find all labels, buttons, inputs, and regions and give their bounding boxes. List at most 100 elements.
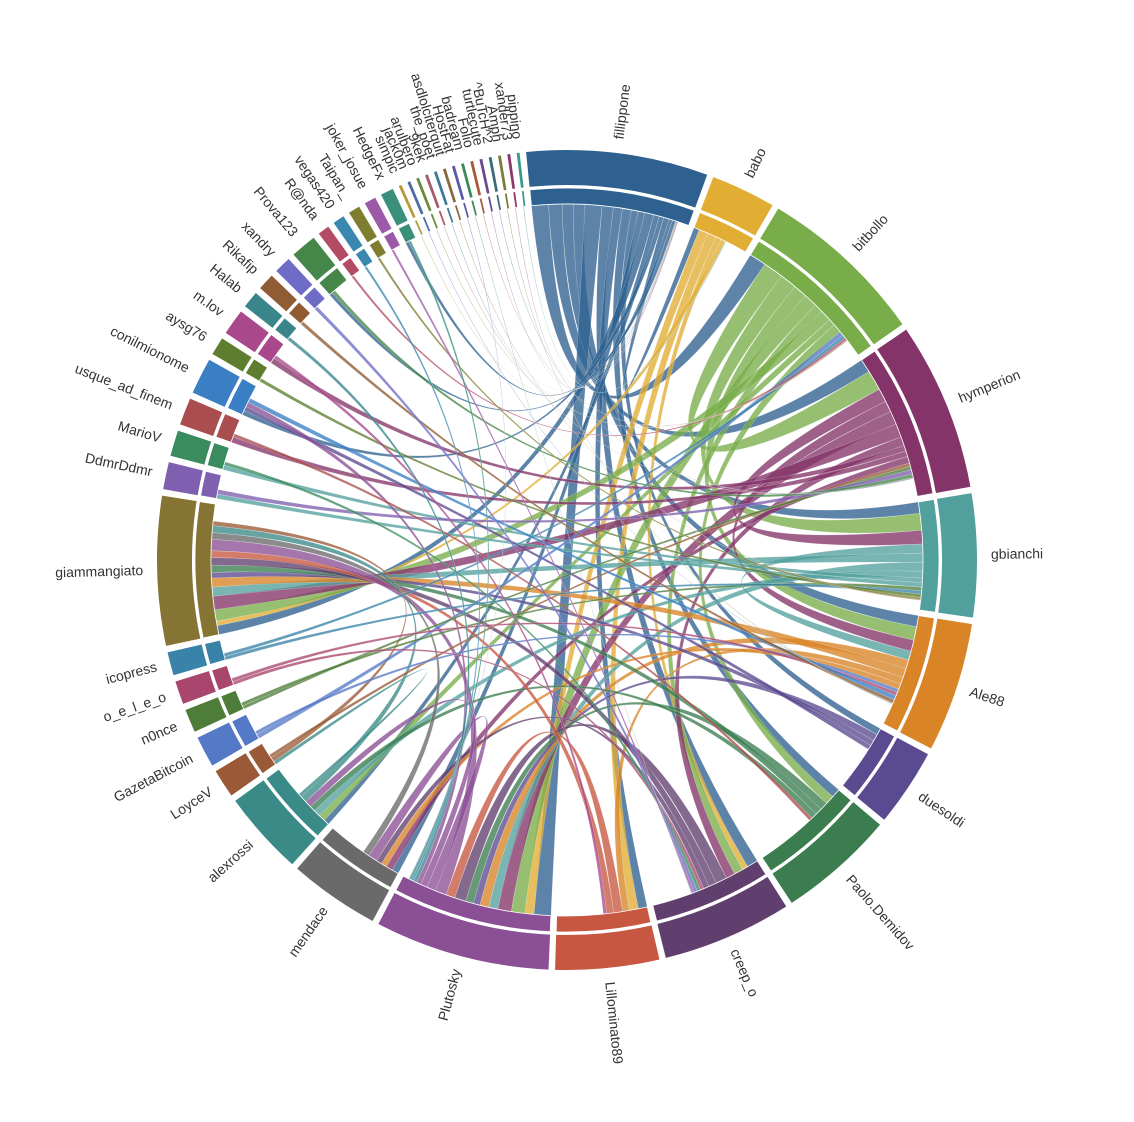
- group-arc-folio[interactable]: [470, 160, 482, 196]
- group-arc-xandry[interactable]: [276, 259, 313, 296]
- group-inner-band-aysg76: [244, 358, 269, 382]
- group-inner-band-jack0m: [421, 215, 432, 233]
- group-inner-band-asdlolciterquit: [453, 204, 463, 222]
- group-arc-babo[interactable]: [700, 177, 773, 236]
- group-inner-band-hedgefx: [397, 222, 417, 244]
- group-arc-duesoldi[interactable]: [857, 737, 929, 820]
- group-inner-band-gazetabitcoin: [231, 713, 260, 748]
- group-arc-jack0m[interactable]: [407, 181, 424, 215]
- arcs-layer: [156, 150, 977, 970]
- group-arc-paolo-demidov[interactable]: [772, 802, 881, 903]
- group-inner-band-the-poet: [445, 206, 455, 224]
- group-arc-arulbero[interactable]: [416, 177, 432, 212]
- group-label-paolo-demidov: Paolo.Demidov: [843, 871, 918, 953]
- group-arc-butch-2[interactable]: [488, 157, 498, 192]
- group-label-gazetabitcoin: GazetaBitcoin: [111, 750, 196, 805]
- group-arc-taipan[interactable]: [349, 206, 377, 243]
- group-label-giammangiato: giammangiato: [55, 562, 144, 580]
- group-inner-band-o-e-l-e-o: [211, 664, 235, 692]
- group-arc-9kek[interactable]: [425, 174, 440, 209]
- group-inner-band-creep-o: [652, 860, 767, 922]
- group-arc-icopress[interactable]: [167, 644, 208, 676]
- group-arc-simpic[interactable]: [398, 184, 416, 219]
- group-label-babo: babo: [741, 145, 769, 180]
- group-arc-usque-ad-finem[interactable]: [180, 398, 223, 436]
- group-arc-turtlecute[interactable]: [479, 158, 490, 194]
- group-inner-band-folio: [478, 197, 486, 215]
- group-inner-band-badream: [470, 199, 478, 217]
- group-arc-joker-josue[interactable]: [364, 197, 392, 234]
- group-arc-ale88[interactable]: [900, 618, 972, 749]
- group-arc-creep-o[interactable]: [657, 876, 787, 958]
- group-arc-halab[interactable]: [244, 293, 283, 328]
- group-inner-band-joker-josue: [383, 230, 401, 251]
- group-arc-badream[interactable]: [461, 163, 473, 198]
- group-inner-band-gbianchi: [917, 498, 940, 613]
- group-label-icopress: icopress: [104, 658, 158, 687]
- group-inner-band-r-nda: [341, 256, 361, 278]
- group-inner-band-xandry: [302, 286, 326, 310]
- group-inner-band-bitbollo: [749, 240, 872, 356]
- group-inner-band-butch-2: [495, 193, 502, 212]
- group-arc-conilmionome[interactable]: [192, 359, 240, 407]
- group-label-alexrossi: alexrossi: [204, 836, 256, 885]
- group-label-n0nce: n0nce: [138, 718, 180, 748]
- group-label-aysg76: aysg76: [163, 307, 210, 344]
- group-label-mendace: mendace: [285, 903, 331, 960]
- group-arc-fillippone[interactable]: [526, 150, 708, 208]
- group-arc-the-poet[interactable]: [433, 171, 448, 206]
- group-arc-alexrossi[interactable]: [235, 780, 316, 865]
- group-arc-xander73[interactable]: [507, 153, 516, 189]
- group-arc-rikafip[interactable]: [260, 275, 297, 312]
- group-inner-band-xander73: [512, 191, 519, 209]
- group-arc-m-lov[interactable]: [225, 311, 269, 353]
- group-label-loycev: LoyceV: [167, 783, 215, 822]
- group-inner-band-conilmionome: [226, 377, 257, 416]
- group-arc-giammangiato[interactable]: [156, 495, 201, 646]
- group-arc-hostfat[interactable]: [451, 165, 465, 201]
- group-inner-band-mendace: [321, 827, 399, 889]
- group-label-fillippone: fillippone: [610, 83, 633, 140]
- group-arc-asdlolciterquit[interactable]: [442, 168, 457, 203]
- group-arc-pippino[interactable]: [516, 152, 524, 188]
- group-arc-amph[interactable]: [497, 155, 507, 191]
- group-label-o-e-l-e-o: o_e_l_e_o: [101, 688, 168, 724]
- group-label-gbianchi: gbianchi: [991, 545, 1043, 562]
- group-inner-band-arulbero: [429, 212, 439, 230]
- ribbons-layer: [210, 203, 924, 916]
- group-label-pippino: pippino: [504, 93, 525, 140]
- group-arc-bitbollo[interactable]: [760, 208, 903, 345]
- group-arc-r-nda[interactable]: [318, 226, 349, 262]
- group-arc-o-e-l-e-o[interactable]: [175, 671, 216, 704]
- group-label-creep-o: creep_o: [727, 946, 762, 999]
- group-label-ddmrddmr: DdmrDdmr: [84, 450, 155, 480]
- group-arc-lillominato89[interactable]: [555, 925, 660, 970]
- group-inner-band-9kek: [437, 209, 447, 227]
- group-arc-vegas420[interactable]: [333, 216, 363, 252]
- group-inner-band-alexrossi: [265, 768, 329, 837]
- group-arc-mariov[interactable]: [170, 430, 212, 465]
- group-arc-hedgefx[interactable]: [381, 188, 408, 226]
- group-inner-band-amph: [503, 192, 511, 210]
- group-label-m-lov: m.lov: [191, 287, 228, 319]
- group-arc-n0nce[interactable]: [185, 697, 227, 732]
- group-arc-loycev[interactable]: [215, 753, 261, 796]
- group-inner-band-n0nce: [220, 689, 245, 717]
- group-inner-band-babo: [693, 211, 755, 253]
- group-label-hymperion: hymperion: [956, 366, 1023, 406]
- group-label-plutosky: Plutosky: [435, 967, 464, 1022]
- group-inner-band-lillominato89: [555, 906, 652, 933]
- group-arc-ddmrddmr[interactable]: [163, 462, 203, 496]
- group-inner-band-prova123: [318, 267, 348, 296]
- group-arc-prova123[interactable]: [293, 237, 336, 281]
- group-inner-band-usque-ad-finem: [215, 413, 241, 443]
- group-arc-gbianchi[interactable]: [936, 493, 977, 618]
- group-arc-mendace[interactable]: [297, 842, 390, 921]
- group-label-duesoldi: duesoldi: [916, 788, 968, 830]
- group-inner-band-paolo-demidov: [761, 789, 852, 872]
- group-arc-plutosky[interactable]: [378, 892, 551, 970]
- group-arc-gazetabitcoin[interactable]: [197, 722, 243, 766]
- group-inner-band-loycev: [247, 742, 277, 775]
- group-arc-aysg76[interactable]: [212, 338, 252, 372]
- group-arc-hymperion[interactable]: [877, 329, 971, 493]
